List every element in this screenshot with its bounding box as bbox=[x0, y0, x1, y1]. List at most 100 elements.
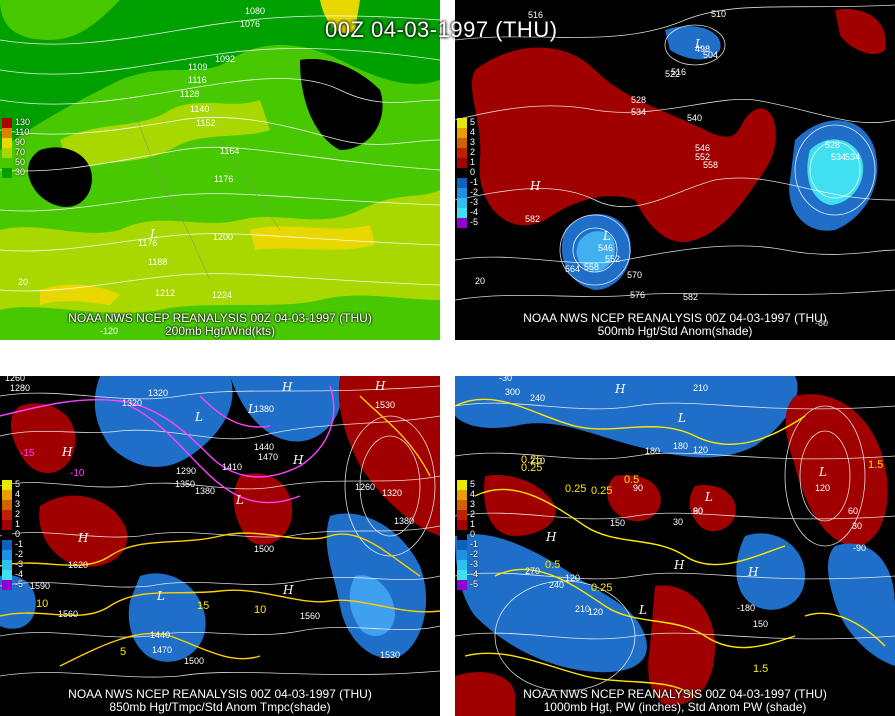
legend-label: 30 bbox=[15, 167, 26, 177]
legend-swatch bbox=[2, 540, 12, 550]
caption-source: NOAA NWS NCEP REANALYSIS 00Z 04-03-1997 … bbox=[68, 311, 372, 325]
contour-label: 1410 bbox=[222, 462, 242, 472]
contour-label: 0.5 bbox=[545, 559, 560, 571]
legend-swatch bbox=[457, 560, 467, 570]
legend-swatch bbox=[2, 480, 12, 490]
map-200mb: 1080 1076 1092 1109 1116 1128 1140 1152 1164 1176… bbox=[0, 0, 440, 340]
contour-label: 300 bbox=[505, 387, 520, 397]
legend-label: -5 bbox=[470, 217, 479, 227]
contour-label: 510 bbox=[711, 9, 726, 19]
legend-label: 2 bbox=[470, 147, 476, 157]
legend-1000mb: 5 4 3 2 1 0 -1 -2 -3 -4 -5 bbox=[457, 479, 478, 590]
contour-label: 1440 bbox=[150, 630, 170, 640]
legend-swatch bbox=[2, 118, 12, 128]
contour-labels-500mb: 516 5104985045165225285345405465525585285… bbox=[475, 9, 860, 328]
legend-swatch bbox=[457, 530, 467, 540]
contour-label: 516 bbox=[528, 10, 543, 20]
contour-label: 534 bbox=[845, 152, 860, 162]
low-center: L bbox=[235, 493, 244, 507]
contour-label: 1260 bbox=[355, 482, 375, 492]
legend-swatch bbox=[2, 168, 12, 178]
panel-1000mb: -30 300 240 210 180 120 210 180 0.25 0.25 0.25 0.25… bbox=[455, 376, 895, 716]
legend-label: 0 bbox=[470, 167, 476, 177]
legend-label: -4 bbox=[470, 569, 479, 579]
contour-label: 582 bbox=[683, 292, 698, 302]
legend-label: -1 bbox=[470, 539, 479, 549]
contour-label: 1116 bbox=[188, 75, 207, 85]
legend-label: -5 bbox=[15, 579, 24, 589]
panel-200mb: 1080 1076 1092 1109 1116 1128 1140 1152 1164 1176… bbox=[0, 0, 440, 340]
contour-label: 546 bbox=[598, 243, 613, 253]
legend-swatch bbox=[457, 188, 467, 198]
legend-label: 70 bbox=[15, 147, 26, 157]
legend-swatch bbox=[2, 500, 12, 510]
legend-swatch bbox=[457, 168, 467, 178]
legend-label: 110 bbox=[15, 127, 30, 137]
contour-label: 60 bbox=[848, 506, 858, 516]
contour-label: 1470 bbox=[152, 645, 172, 655]
legend-swatch bbox=[2, 530, 12, 540]
low-center: L bbox=[638, 603, 647, 617]
contour-label: 576 bbox=[630, 290, 645, 300]
legend-label: -2 bbox=[15, 549, 24, 559]
caption-variable: 850mb Hgt/Tmpc/Std Anom Tmpc(shade) bbox=[109, 700, 331, 714]
contour-label: 0.25 bbox=[591, 582, 612, 594]
caption-variable: 200mb Hgt/Wnd(kts) bbox=[164, 324, 276, 338]
contour-label: 1620 bbox=[68, 560, 88, 570]
legend-label: 4 bbox=[470, 489, 476, 499]
legend-swatch bbox=[457, 198, 467, 208]
contour-label: 498 bbox=[695, 44, 710, 54]
contour-label: 582 bbox=[525, 214, 540, 224]
high-center: H bbox=[292, 453, 304, 467]
high-center: H bbox=[374, 379, 386, 393]
contour-label: 1320 bbox=[382, 488, 402, 498]
legend-swatch bbox=[457, 520, 467, 530]
contour-label: 1152 bbox=[196, 118, 215, 128]
legend-label: 2 bbox=[15, 509, 21, 519]
contour-label: 1380 bbox=[254, 404, 274, 414]
contour-label: 120 bbox=[693, 445, 708, 455]
caption-source: NOAA NWS NCEP REANALYSIS 00Z 04-03-1997 … bbox=[68, 687, 372, 701]
high-center: H bbox=[77, 531, 89, 545]
legend-swatch bbox=[457, 570, 467, 580]
contour-label: 1128 bbox=[180, 89, 199, 99]
contour-label: -30 bbox=[499, 376, 512, 383]
high-center: H bbox=[281, 380, 293, 394]
legend-swatch bbox=[457, 490, 467, 500]
contour-label: 534 bbox=[631, 107, 646, 117]
legend-label: -3 bbox=[15, 559, 24, 569]
contour-labels-850mb: 1260128013201320138014401470141012901350… bbox=[5, 376, 414, 666]
high-center: H bbox=[673, 558, 685, 572]
legend-swatch bbox=[457, 208, 467, 218]
legend-swatch bbox=[2, 570, 12, 580]
contour-label: 1560 bbox=[58, 609, 78, 619]
legend-swatch bbox=[457, 550, 467, 560]
legend-label: 5 bbox=[470, 117, 476, 127]
legend-swatch bbox=[2, 148, 12, 158]
legend-swatch bbox=[457, 480, 467, 490]
legend-label: -4 bbox=[15, 569, 24, 579]
contour-label: 546 bbox=[695, 143, 710, 153]
contour-label: 0.5 bbox=[624, 474, 639, 486]
contour-label: 20 bbox=[475, 276, 485, 286]
high-center: H bbox=[747, 565, 759, 579]
legend-label: 1 bbox=[470, 157, 476, 167]
low-center: L bbox=[818, 465, 827, 479]
contour-label: 1320 bbox=[122, 398, 142, 408]
legend-swatch bbox=[2, 490, 12, 500]
contour-label: 1380 bbox=[195, 486, 215, 496]
legend-swatch bbox=[457, 158, 467, 168]
low-center: L bbox=[194, 410, 203, 424]
contour-label: 1176 bbox=[138, 238, 157, 248]
contour-label: 180 bbox=[673, 441, 688, 451]
legend-swatch bbox=[457, 138, 467, 148]
contour-label: 1590 bbox=[30, 581, 50, 591]
contour-label: 504 bbox=[703, 50, 718, 60]
legend-swatch bbox=[457, 128, 467, 138]
legend-swatch bbox=[2, 138, 12, 148]
legend-label: 3 bbox=[470, 137, 476, 147]
legend-label: 3 bbox=[470, 499, 476, 509]
legend-label: 3 bbox=[15, 499, 21, 509]
